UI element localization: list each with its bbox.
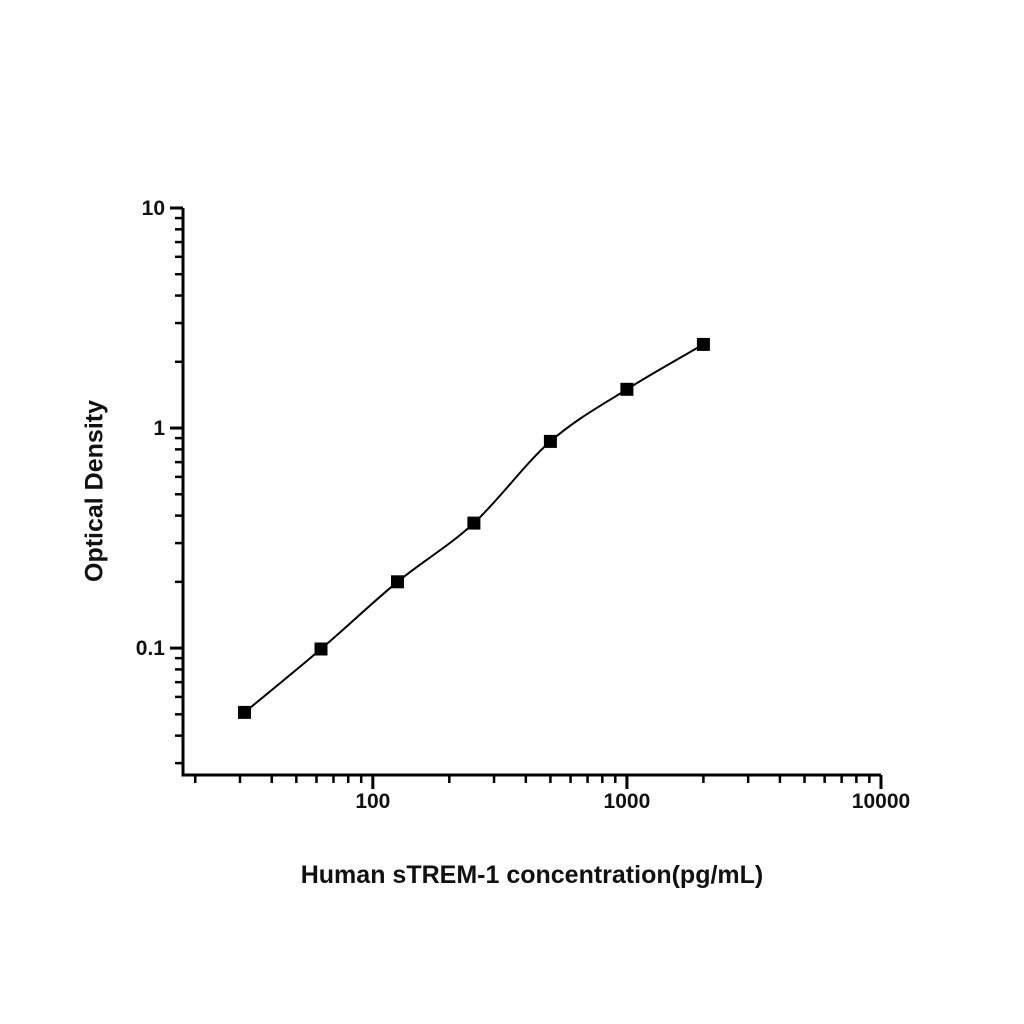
data-point-marker: [696, 337, 710, 351]
x-axis-title: Human sTREM-1 concentration(pg/mL): [300, 861, 764, 889]
data-point-marker: [391, 575, 404, 589]
data-point-marker: [314, 642, 328, 656]
x-tick-label: 10000: [852, 790, 910, 813]
y-tick-label: 1: [153, 417, 165, 440]
y-axis-title: Optical Density: [80, 400, 109, 582]
data-point-marker: [238, 705, 251, 719]
x-tick-label: 1000: [604, 790, 651, 813]
data-point-marker: [543, 434, 557, 448]
data-point-marker: [620, 382, 634, 396]
y-tick-label: 0.1: [136, 637, 166, 660]
y-tick-label: 10: [142, 197, 165, 220]
axes-frame: [181, 208, 881, 777]
data-point-marker: [467, 516, 481, 530]
x-tick-label: 100: [355, 790, 390, 813]
